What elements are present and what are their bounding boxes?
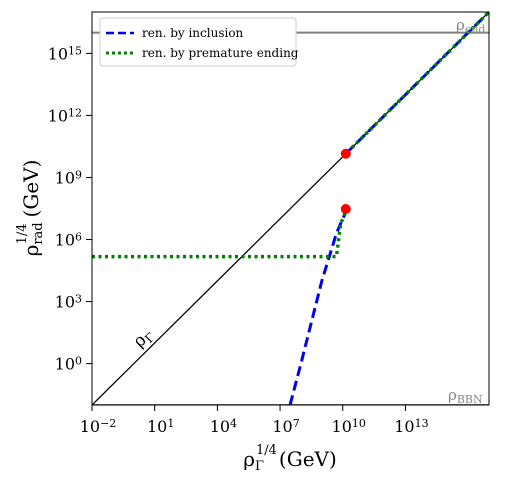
legend-box	[99, 17, 297, 67]
legend-label-inclusion: ren. by inclusion	[142, 26, 244, 40]
x-tick-label-0: 10−2	[80, 417, 117, 436]
x-axis-title: ρΓ1/4 (GeV)	[243, 443, 337, 474]
rho-gamma-annotation: ρΓ	[129, 324, 157, 352]
y-tick-label-4: 1012	[48, 106, 82, 125]
y-tick-label-0: 100	[55, 355, 82, 374]
rho-end-label: ρend	[456, 16, 485, 36]
y-tick-label-5: 1015	[48, 44, 82, 63]
series-layer	[92, 12, 489, 405]
legend-label-premature: ren. by premature ending	[142, 46, 299, 60]
legend: ren. by inclusion ren. by premature endi…	[99, 17, 299, 67]
labels-layer: 10−2 101 104 107 1010 1013 100 103 106 109 1012 101…	[48, 44, 429, 436]
series-line-4	[345, 12, 489, 154]
y-tick-label-2: 106	[55, 231, 82, 250]
y-tick-label-3: 109	[55, 168, 82, 187]
x-tick-label-2: 104	[210, 417, 237, 436]
y-tick-label-1: 103	[55, 293, 82, 312]
marker-point-0	[340, 148, 351, 159]
ticks-layer	[86, 52, 406, 411]
x-tick-label-5: 1013	[394, 417, 428, 436]
series-line-3	[92, 208, 348, 259]
plot-frame	[91, 11, 490, 406]
x-tick-label-3: 107	[272, 417, 299, 436]
x-tick-label-4: 1010	[332, 417, 366, 436]
series-line-0	[92, 12, 489, 405]
rho-bbn-label: ρBBN	[448, 386, 483, 406]
markers-layer	[340, 148, 351, 214]
y-axis-title: ρrad1/4(GeV)	[15, 160, 46, 257]
x-tick-label-1: 101	[147, 417, 174, 436]
marker-point-1	[340, 203, 351, 214]
